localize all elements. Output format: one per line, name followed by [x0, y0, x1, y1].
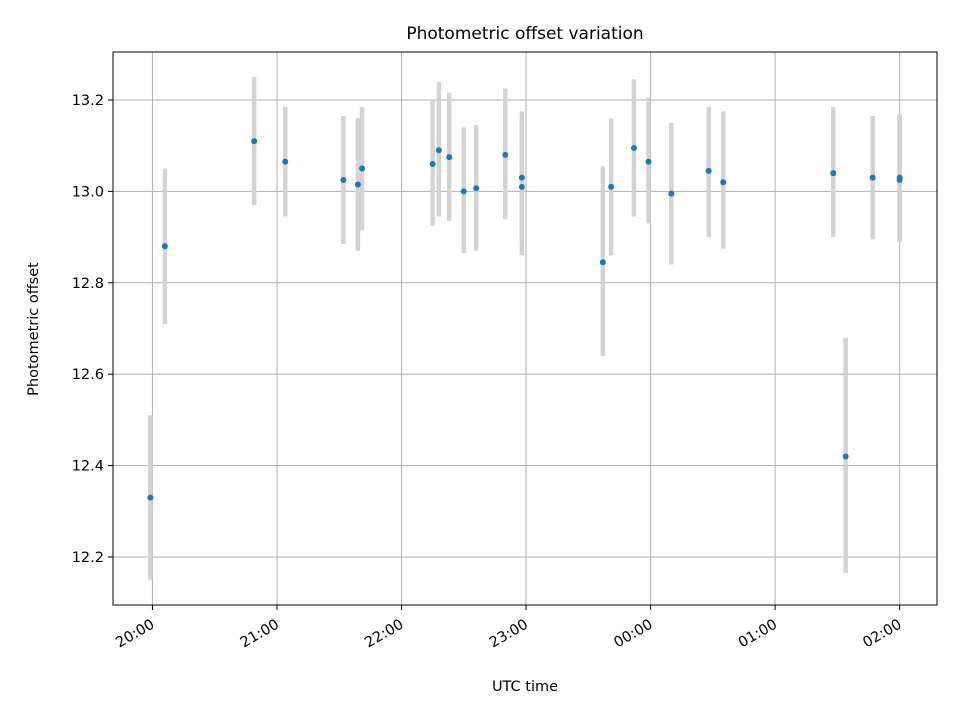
grid — [113, 52, 937, 605]
y-tick-label: 12.2 — [72, 550, 104, 566]
data-point — [460, 188, 467, 195]
x-tick-label: 21:00 — [238, 617, 282, 652]
y-tick-label: 13.0 — [72, 184, 104, 200]
data-point — [705, 167, 712, 174]
data-point — [282, 158, 289, 165]
x-tick-label: 02:00 — [860, 617, 904, 652]
data-point — [446, 154, 453, 161]
plot-frame — [112, 51, 938, 606]
y-axis-label: Photometric offset — [26, 262, 42, 396]
data-point — [645, 158, 652, 165]
data-points — [147, 138, 903, 501]
data-point — [147, 494, 154, 501]
x-tick-label: 20:00 — [113, 617, 157, 652]
data-point — [518, 183, 525, 190]
data-point — [429, 160, 436, 167]
data-point — [599, 259, 606, 266]
data-point — [830, 170, 837, 177]
data-point — [340, 176, 347, 183]
data-point — [354, 181, 361, 188]
data-point — [518, 174, 525, 181]
data-point — [720, 179, 727, 186]
y-tick-label: 13.2 — [72, 93, 104, 109]
data-point — [502, 151, 509, 158]
data-point — [435, 147, 442, 154]
x-axis-ticks: 20:00 21:00 22:00 23:00 00:00 01:00 02:00 — [113, 605, 905, 652]
data-point — [842, 453, 849, 460]
data-point — [608, 183, 615, 190]
data-point — [251, 138, 258, 145]
data-point — [668, 190, 675, 197]
x-tick-label: 23:00 — [487, 617, 531, 652]
y-tick-label: 12.8 — [72, 276, 104, 292]
x-tick-label: 22:00 — [362, 617, 406, 652]
x-tick-label: 00:00 — [611, 617, 655, 652]
data-point — [473, 185, 480, 192]
chart-title: Photometric offset variation — [406, 24, 643, 44]
data-point — [869, 174, 876, 181]
data-point — [896, 176, 903, 183]
x-tick-label: 01:00 — [736, 617, 780, 652]
y-tick-label: 12.4 — [72, 459, 104, 475]
y-axis-ticks: 12.2 12.4 12.6 12.8 13.0 13.2 — [72, 93, 113, 566]
data-point — [359, 165, 366, 172]
data-point — [630, 144, 637, 151]
y-tick-label: 12.6 — [72, 367, 104, 383]
x-axis-label: UTC time — [492, 679, 558, 695]
error-bars — [148, 77, 902, 580]
data-point — [161, 243, 168, 250]
